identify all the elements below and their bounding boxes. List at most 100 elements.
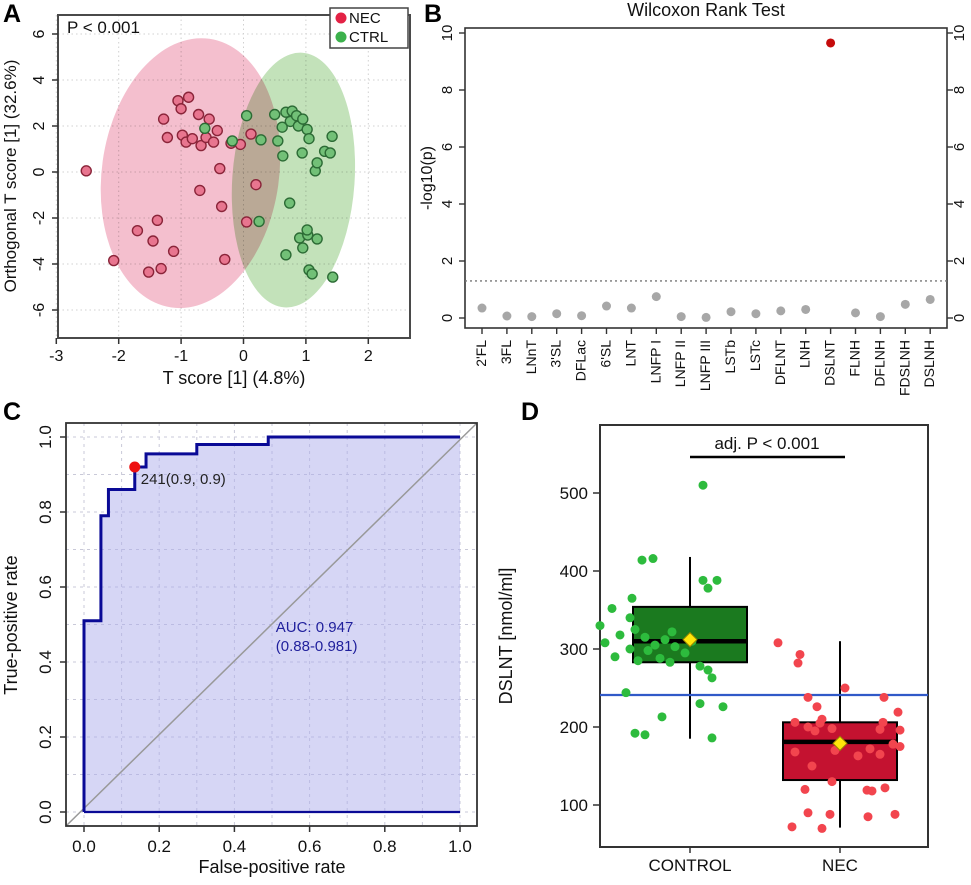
ctrl-point [240, 109, 253, 122]
y-tick-label-right: 6 [951, 143, 968, 151]
x-tick-label-3fl: 3FL [498, 340, 514, 364]
hmo-point [925, 294, 935, 304]
x-tick-label-lstb: LSTb [722, 340, 738, 374]
panel-c-roc-curve: 241(0.9, 0.9) AUC: 0.947 (0.88-0.981) 0.0 0.… [1, 422, 478, 877]
nec-sample-point [827, 777, 837, 787]
legend-swatch-ctrl [335, 31, 347, 43]
x-tick-label-dslnt: DSLNT [822, 340, 838, 386]
control-sample-point [680, 648, 690, 658]
chart-title: Wilcoxon Rank Test [627, 0, 785, 20]
x-tick-label-lnt: LNT [622, 340, 638, 367]
x-tick-label: -2 [112, 348, 126, 365]
x-tick-label-lnnt: LNnT [523, 340, 539, 375]
ctrl-point [297, 242, 309, 254]
control-sample-point [643, 646, 653, 656]
auc-value: AUC: 0.947 [276, 619, 354, 636]
adjusted-pvalue-annotation: adj. P < 0.001 [714, 434, 819, 453]
nec-point [219, 253, 231, 266]
ctrl-point [311, 157, 323, 169]
nec-point [245, 128, 257, 140]
nec-point [194, 184, 206, 197]
nec-point [192, 108, 205, 121]
hmo-point [726, 307, 736, 317]
hmo-point [701, 312, 711, 322]
nec-point [214, 162, 226, 175]
x-tick-label: -3 [49, 348, 63, 365]
nec-point [157, 113, 170, 125]
roc-plot: 241(0.9, 0.9) AUC: 0.947 (0.88-0.981) 0.0 0.… [1, 422, 478, 877]
nec-sample-point [875, 724, 885, 734]
legend-label-ctrl: CTRL [349, 29, 388, 46]
y-tick-label: 0.4 [36, 650, 55, 674]
y-tick-label-right: 2 [951, 257, 968, 265]
control-sample-point [640, 632, 650, 642]
nec-sample-point [812, 702, 822, 712]
nec-point [80, 165, 92, 177]
ctrl-point [272, 135, 284, 147]
ctrl-point [255, 134, 267, 146]
ctrl-point [269, 108, 281, 121]
control-sample-point [615, 630, 625, 640]
ctrl-point [297, 113, 309, 125]
ctrl-point [253, 215, 265, 228]
x-tick-label: -1 [174, 348, 188, 365]
nec-sample-point [807, 761, 817, 771]
control-sample-point [630, 728, 640, 738]
ctrl-point [306, 268, 318, 280]
control-sample-point [600, 638, 610, 648]
ctrl-point [301, 224, 313, 236]
nec-jitter-points [773, 638, 905, 833]
y-axis-title: True-positive rate [1, 555, 21, 694]
x-tick-label-dflnh: DFLNH [871, 340, 887, 387]
group-label-nec: NEC [822, 856, 858, 875]
nec-sample-point [888, 739, 898, 749]
x-tick-label: 0.4 [223, 837, 247, 856]
boxplot-plot: 100 200 300 400 500 DSLNT [nmol/ml] CONTROL NEC… [496, 424, 929, 875]
nec-sample-point [895, 742, 905, 751]
optimal-cutoff-point [129, 461, 141, 473]
control-sample-point [637, 555, 647, 565]
nec-sample-point [890, 809, 900, 819]
control-sample-point [633, 656, 643, 666]
ctrl-point [296, 147, 308, 159]
ctrl-point [280, 249, 292, 261]
y-tick-label: 1.0 [36, 425, 55, 449]
nec-point [161, 131, 174, 144]
control-sample-point [640, 730, 650, 740]
hmo-point [577, 311, 587, 321]
x-tick-label: 0.6 [298, 837, 322, 856]
nec-sample-point [863, 812, 873, 822]
y-tick-label: 2 [31, 121, 48, 130]
ctrl-point [326, 130, 338, 143]
y-tick-label-left: 8 [439, 86, 456, 94]
control-jitter-points [595, 480, 728, 743]
x-tick-label: 1 [301, 348, 310, 365]
control-sample-point [695, 699, 705, 709]
y-tick-label-left: 6 [439, 143, 456, 151]
x-axis-title: False-positive rate [198, 857, 345, 877]
y-tick-label-right: 0 [951, 314, 968, 322]
ctrl-point [199, 122, 211, 135]
y-tick-label: 400 [560, 562, 588, 581]
y-axis-title: Orthogonal T score [1] (32.6%) [1, 60, 20, 293]
x-axis-title: T score [1] (4.8%) [163, 368, 306, 388]
panel-c-label: C [3, 398, 22, 426]
control-sample-point [698, 575, 708, 585]
x-tick-label-dflnt: DFLNT [772, 340, 788, 386]
nec-sample-point [803, 808, 813, 818]
nec-point [142, 266, 155, 278]
nec-sample-point [790, 747, 800, 757]
x-tick-label-dslnh: DSLNH [921, 340, 937, 387]
x-tick-label-lnfpii: LNFP II [672, 340, 688, 387]
nec-sample-point [790, 717, 800, 727]
x-tick-label-6sl: 6'SL [598, 340, 614, 368]
panel-b-wilcoxon-dotplot: Wilcoxon Rank Test 0 0 2 2 4 4 6 6 8 8 10 10 -log10(p… [420, 0, 968, 396]
control-sample-point [655, 653, 665, 663]
control-sample-point [703, 583, 713, 593]
chance-diagonal [65, 422, 478, 827]
nec-point [131, 224, 144, 237]
nec-point [155, 262, 167, 275]
ctrl-point [327, 271, 339, 283]
nec-sample-point [793, 658, 803, 668]
